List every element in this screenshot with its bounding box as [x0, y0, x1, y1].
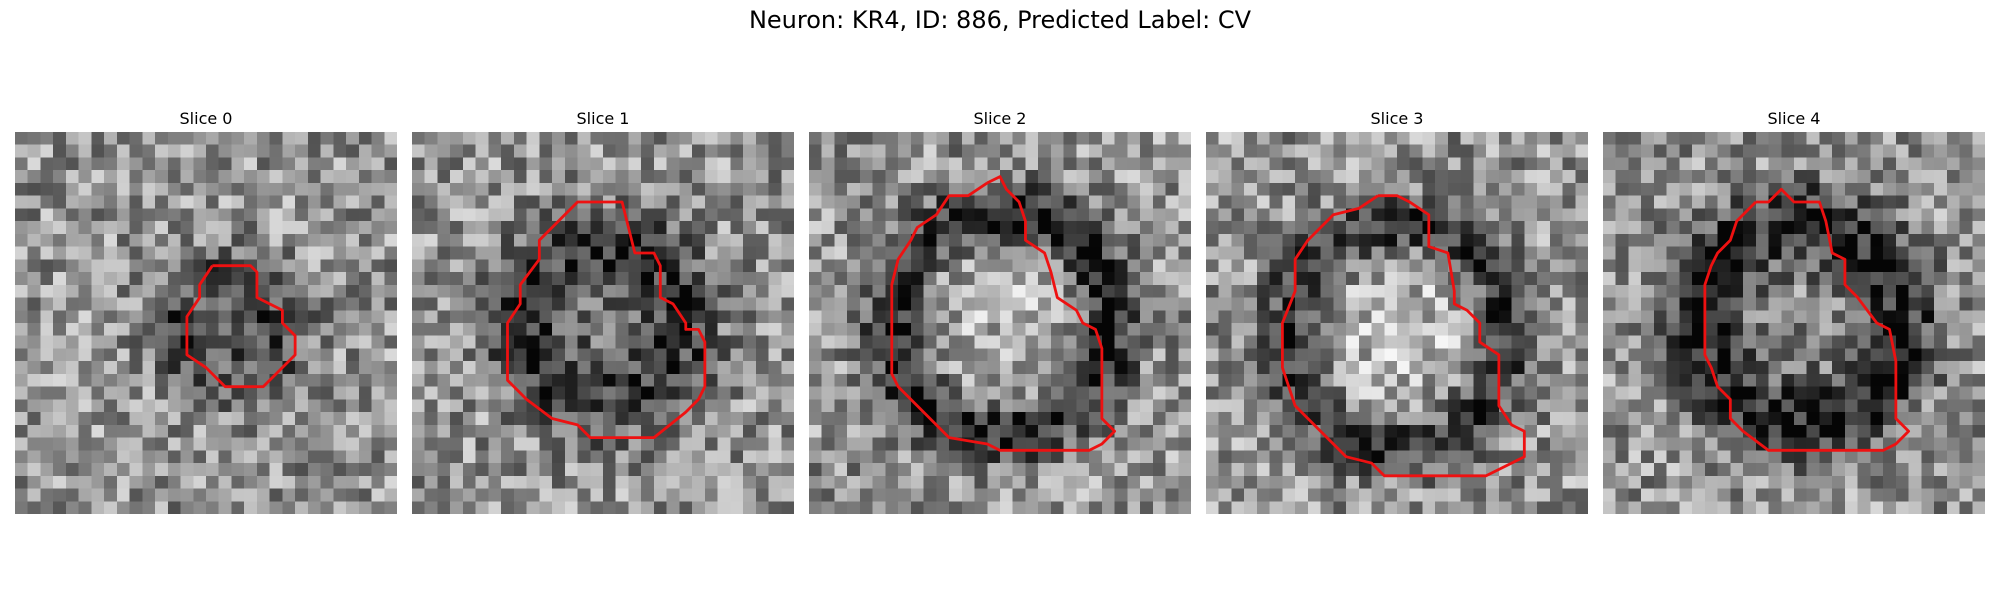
roi-contour	[506, 200, 707, 440]
figure-title: Neuron: KR4, ID: 886, Predicted Label: C…	[748, 6, 1252, 34]
roi-contour	[890, 175, 1117, 452]
slice-panel-4: Slice 4	[1603, 108, 1985, 514]
slice-title: Slice 4	[1767, 109, 1821, 128]
slice-panel-1: Slice 1	[412, 108, 794, 514]
slice-title: Slice 1	[576, 109, 630, 128]
slice-image-3	[1206, 132, 1588, 514]
roi-contour	[1703, 187, 1911, 452]
slice-image-4	[1603, 132, 1985, 514]
slice-title: Slice 2	[973, 109, 1027, 128]
slice-panel-3: Slice 3	[1206, 108, 1588, 514]
grayscale-image	[15, 132, 397, 514]
slice-panel-0: Slice 0	[15, 108, 397, 514]
slice-title: Slice 0	[179, 109, 233, 128]
slice-image-0	[15, 132, 397, 514]
slice-image-1	[412, 132, 794, 514]
grayscale-image	[412, 132, 794, 514]
slice-image-2	[809, 132, 1191, 514]
slice-title: Slice 3	[1370, 109, 1424, 128]
roi-contour	[185, 264, 297, 389]
slice-panel-2: Slice 2	[809, 108, 1191, 514]
roi-contour	[1280, 194, 1526, 478]
